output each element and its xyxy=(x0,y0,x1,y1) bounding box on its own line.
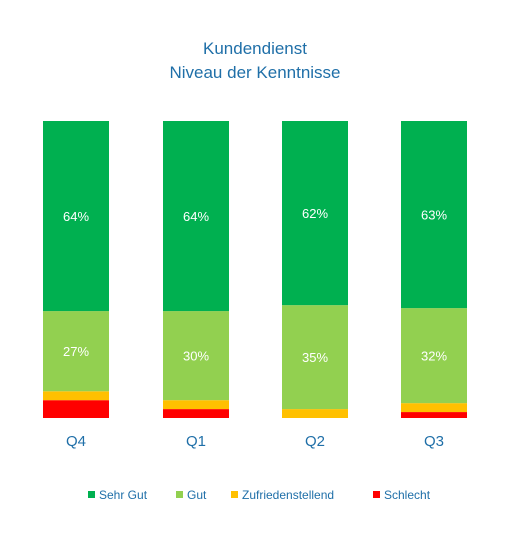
legend-swatch-schlecht xyxy=(373,491,380,498)
bar-gut-q4 xyxy=(43,311,109,392)
legend-label-sehr-gut: Sehr Gut xyxy=(99,488,148,502)
legend-label-zufriedenstellend: Zufriedenstellend xyxy=(242,488,334,502)
bar-sehr-gut-q4 xyxy=(43,121,109,312)
category-label-q3: Q3 xyxy=(424,433,444,450)
chart-title-line-2: Niveau der Kenntnisse xyxy=(169,63,340,82)
category-label-q4: Q4 xyxy=(66,433,86,450)
bar-zufriedenstellend-q4 xyxy=(43,391,109,401)
bars-group xyxy=(43,121,467,418)
legend-label-gut: Gut xyxy=(187,488,207,502)
bar-schlecht-q3 xyxy=(401,412,467,418)
bar-schlecht-q1 xyxy=(163,409,229,418)
value-label-sehr-gut-q4: 64% xyxy=(63,209,89,224)
bar-schlecht-q4 xyxy=(43,400,109,418)
value-label-sehr-gut-q2: 62% xyxy=(302,206,328,221)
category-label-q1: Q1 xyxy=(186,433,206,450)
bar-zufriedenstellend-q1 xyxy=(163,400,229,410)
legend-swatch-sehr-gut xyxy=(88,491,95,498)
bar-gut-q3 xyxy=(401,308,467,404)
bar-sehr-gut-q3 xyxy=(401,121,467,309)
bar-zufriedenstellend-q2 xyxy=(282,409,348,418)
value-label-sehr-gut-q1: 64% xyxy=(183,209,209,224)
bar-gut-q1 xyxy=(163,311,229,401)
value-label-gut-q1: 30% xyxy=(183,349,209,364)
value-label-gut-q4: 27% xyxy=(63,344,89,359)
value-labels-group: 64% 27% 64% 30% 62% 35% 63% 32% xyxy=(63,206,447,365)
bar-zufriedenstellend-q3 xyxy=(401,403,467,413)
bar-sehr-gut-q2 xyxy=(282,121,348,306)
value-label-gut-q3: 32% xyxy=(421,349,447,364)
value-label-sehr-gut-q3: 63% xyxy=(421,208,447,223)
bar-gut-q2 xyxy=(282,305,348,410)
category-label-q2: Q2 xyxy=(305,433,325,450)
legend-label-schlecht: Schlecht xyxy=(384,488,431,502)
legend-swatch-gut xyxy=(176,491,183,498)
bar-sehr-gut-q1 xyxy=(163,121,229,312)
category-labels-group: Q4 Q1 Q2 Q3 xyxy=(66,433,444,450)
legend: Sehr Gut Gut Zufriedenstellend Schlecht xyxy=(88,488,431,502)
value-label-gut-q2: 35% xyxy=(302,350,328,365)
legend-swatch-zufriedenstellend xyxy=(231,491,238,498)
chart-title-line-1: Kundendienst xyxy=(203,39,307,58)
